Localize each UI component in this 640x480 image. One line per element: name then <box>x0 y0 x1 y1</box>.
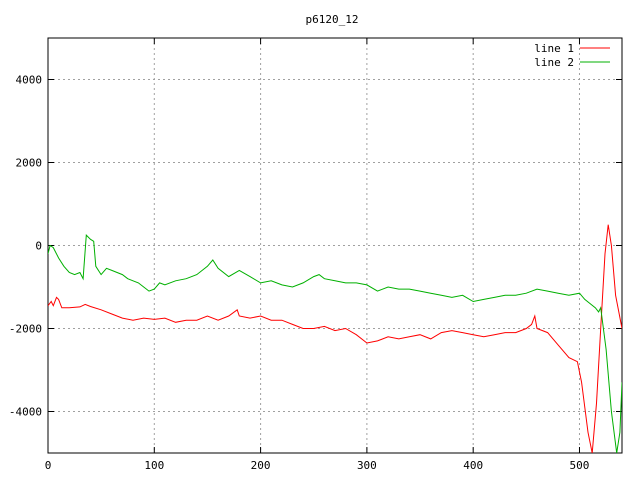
series-line-2 <box>48 233 622 453</box>
y-tick-label: 4000 <box>16 74 43 87</box>
series-layer <box>48 224 622 453</box>
x-tick-label: 300 <box>357 459 377 472</box>
x-tick-label: 100 <box>144 459 164 472</box>
x-tick-label: 500 <box>570 459 590 472</box>
y-tick-label: 2000 <box>16 157 43 170</box>
series-line-1 <box>48 224 622 453</box>
chart-title: p6120_12 <box>306 13 359 26</box>
x-tick-label: 0 <box>45 459 52 472</box>
x-tick-label: 200 <box>251 459 271 472</box>
legend-label-2: line 2 <box>534 56 574 69</box>
y-tick-label: -4000 <box>9 406 42 419</box>
legend-label-1: line 1 <box>534 42 574 55</box>
x-tick-label: 400 <box>463 459 483 472</box>
y-tick-label: 0 <box>35 240 42 253</box>
grid-layer <box>48 38 622 453</box>
y-tick-label: -2000 <box>9 323 42 336</box>
ticks-layer: 0 100 200 300 400 500 -4000 -2000 0 2000 4000 <box>9 38 622 472</box>
